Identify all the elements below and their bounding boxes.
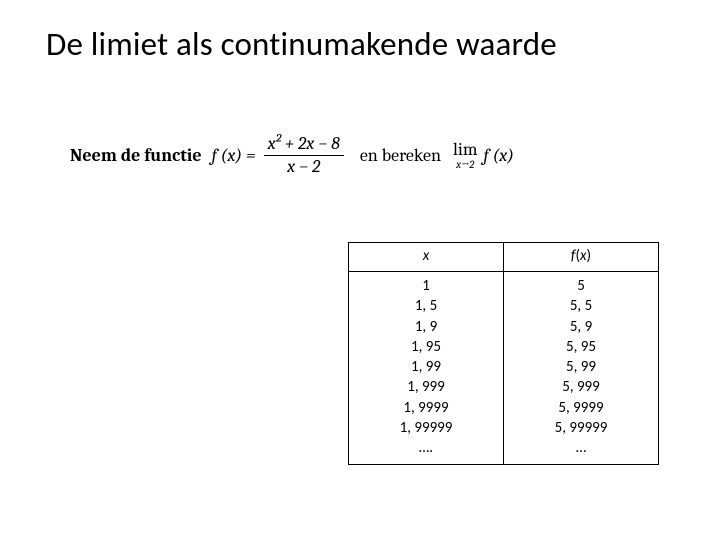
x-values-stack: 1 1, 5 1, 9 1, 95 1, 99 1, 999 1, 9999 1… — [357, 276, 495, 458]
x-val: 1, 999 — [357, 377, 495, 397]
x-val: 1, 95 — [357, 337, 495, 357]
slide-title: De limiet als continumakende waarde — [46, 24, 680, 64]
fraction-numerator: x² + 2x − 8 — [264, 134, 344, 156]
formula-fraction: x² + 2x − 8 x − 2 — [264, 134, 344, 177]
header-fx-close: ) — [587, 247, 592, 265]
limit-subscript: x→2 — [456, 159, 474, 170]
fx-val: 5, 999 — [512, 377, 650, 397]
formula-lead: Neem de functie — [70, 145, 202, 166]
cell-x-values: 1 1, 5 1, 9 1, 95 1, 99 1, 999 1, 9999 1… — [349, 272, 504, 465]
fx-val: 5, 9999 — [512, 398, 650, 418]
fx-val: 5, 99 — [512, 357, 650, 377]
fx-val: 5, 95 — [512, 337, 650, 357]
values-table: x f(x) 1 1, 5 1, 9 1, 95 1, 99 1, 999 1,… — [348, 242, 659, 465]
x-val: 1 — [357, 276, 495, 296]
table-row: 1 1, 5 1, 9 1, 95 1, 99 1, 999 1, 9999 1… — [349, 272, 659, 465]
limit-block: lim x→2 — [453, 141, 478, 170]
x-val: 1, 99999 — [357, 418, 495, 438]
x-val: …. — [357, 438, 495, 458]
x-val: 1, 9999 — [357, 398, 495, 418]
col-header-fx: f(x) — [504, 243, 659, 272]
formula-rhs: f (x) — [484, 145, 515, 166]
slide: De limiet als continumakende waarde Neem… — [0, 0, 720, 540]
fx-val: 5, 99999 — [512, 418, 650, 438]
formula-lhs: f (x) = — [212, 145, 256, 166]
x-val: 1, 99 — [357, 357, 495, 377]
fx-val: … — [512, 438, 650, 458]
fraction-denominator: x − 2 — [283, 156, 324, 177]
formula-line: Neem de functie f (x) = x² + 2x − 8 x − … — [70, 134, 680, 177]
cell-fx-values: 5 5, 5 5, 9 5, 95 5, 99 5, 999 5, 9999 5… — [504, 272, 659, 465]
fx-val: 5, 9 — [512, 317, 650, 337]
fx-val: 5 — [512, 276, 650, 296]
fx-values-stack: 5 5, 5 5, 9 5, 95 5, 99 5, 999 5, 9999 5… — [512, 276, 650, 458]
col-header-x: x — [349, 243, 504, 272]
fx-val: 5, 5 — [512, 296, 650, 316]
formula-mid: en bereken — [360, 145, 441, 166]
table-header-row: x f(x) — [349, 243, 659, 272]
x-val: 1, 5 — [357, 296, 495, 316]
limit-label: lim — [453, 141, 478, 159]
x-val: 1, 9 — [357, 317, 495, 337]
